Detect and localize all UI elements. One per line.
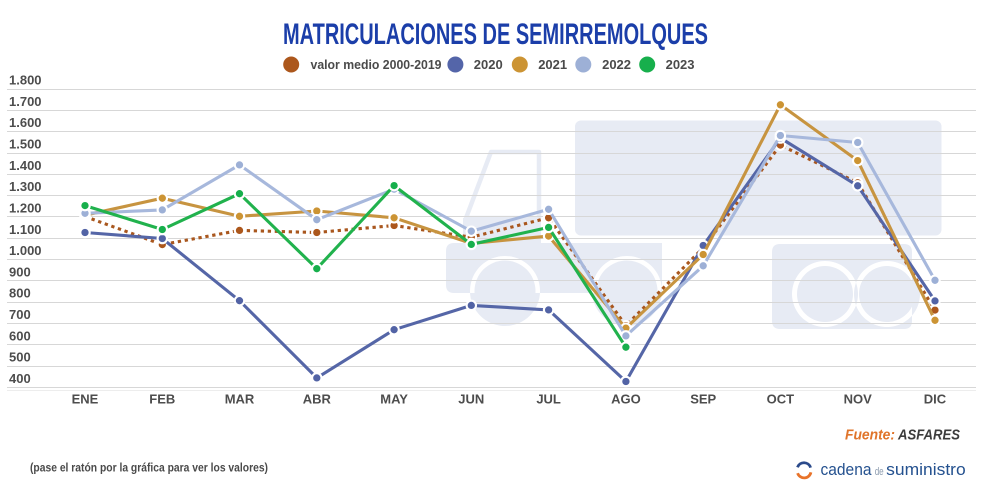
svg-text:(pase el ratón por la gráfica: (pase el ratón por la gráfica para ver l… — [30, 461, 268, 475]
svg-text:AGO: AGO — [611, 392, 641, 407]
svg-text:1.300: 1.300 — [9, 179, 42, 194]
svg-text:500: 500 — [9, 350, 31, 365]
svg-text:MAR: MAR — [225, 392, 255, 407]
svg-text:OCT: OCT — [767, 392, 795, 407]
svg-text:MAY: MAY — [380, 392, 408, 407]
svg-text:ASFARES: ASFARES — [897, 427, 960, 443]
svg-text:2023: 2023 — [666, 57, 695, 72]
svg-text:de: de — [875, 466, 884, 478]
svg-text:1.600: 1.600 — [9, 115, 42, 130]
svg-text:SEP: SEP — [690, 392, 716, 407]
svg-text:ABR: ABR — [303, 392, 332, 407]
svg-text:suministro: suministro — [886, 461, 966, 479]
svg-text:900: 900 — [9, 264, 31, 279]
svg-text:Fuente:: Fuente: — [845, 427, 895, 443]
svg-text:1.200: 1.200 — [9, 200, 42, 215]
svg-text:2020: 2020 — [474, 57, 503, 72]
svg-text:700: 700 — [9, 307, 31, 322]
svg-text:1.100: 1.100 — [9, 222, 42, 237]
svg-text:800: 800 — [9, 286, 31, 301]
svg-text:FEB: FEB — [149, 392, 175, 407]
svg-text:1.800: 1.800 — [9, 73, 42, 88]
svg-text:valor medio 2000-2019: valor medio 2000-2019 — [311, 57, 442, 72]
svg-text:MATRICULACIONES DE SEMIRREMOLQ: MATRICULACIONES DE SEMIRREMOLQUES — [283, 18, 708, 51]
svg-text:1.700: 1.700 — [9, 94, 42, 109]
svg-text:400: 400 — [9, 371, 31, 386]
svg-text:2021: 2021 — [538, 57, 567, 72]
svg-text:600: 600 — [9, 328, 31, 343]
svg-text:JUN: JUN — [458, 392, 484, 407]
svg-text:ENE: ENE — [72, 392, 99, 407]
svg-text:1.400: 1.400 — [9, 158, 42, 173]
svg-text:1.500: 1.500 — [9, 137, 42, 152]
svg-text:DIC: DIC — [924, 392, 947, 407]
svg-text:JUL: JUL — [536, 392, 561, 407]
svg-text:cadena: cadena — [821, 461, 873, 479]
svg-text:2022: 2022 — [602, 57, 631, 72]
svg-text:NOV: NOV — [844, 392, 873, 407]
svg-text:1.000: 1.000 — [9, 243, 42, 258]
